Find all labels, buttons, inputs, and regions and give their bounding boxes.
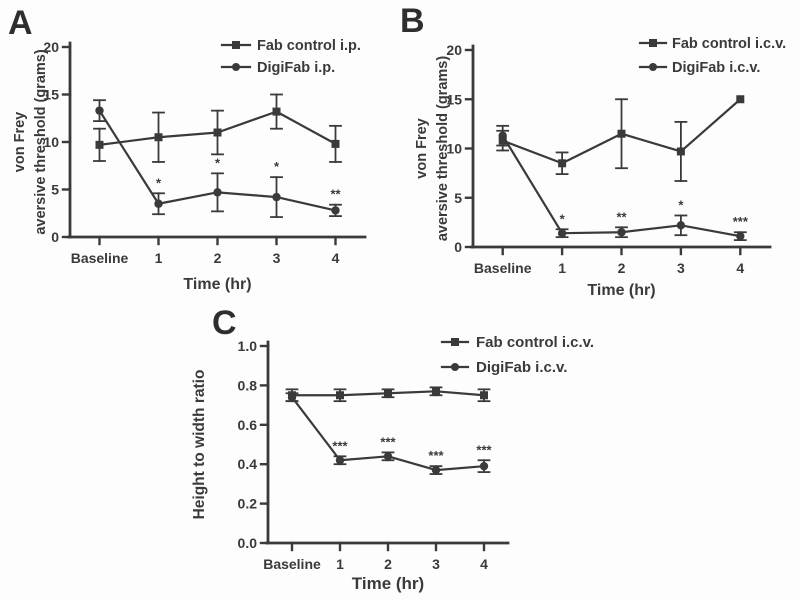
- svg-text:0.4: 0.4: [238, 456, 258, 472]
- svg-text:Time (hr): Time (hr): [183, 276, 251, 293]
- svg-text:20: 20: [446, 42, 462, 58]
- svg-text:***: ***: [332, 438, 348, 453]
- svg-text:0: 0: [454, 239, 462, 255]
- svg-text:3: 3: [677, 260, 685, 276]
- panel-A: A 0 5 10 15 20 Baseline 1 2 3 4 Time (hr) von Frey a…: [0, 0, 398, 300]
- svg-text:*: *: [274, 159, 280, 174]
- svg-text:DigiFab i.p.: DigiFab i.p.: [257, 60, 335, 76]
- svg-text:***: ***: [428, 448, 444, 463]
- svg-text:*: *: [156, 175, 162, 190]
- panel-label-C: C: [212, 304, 237, 342]
- svg-text:Time (hr): Time (hr): [587, 282, 655, 299]
- svg-text:1: 1: [558, 260, 566, 276]
- svg-text:Fab control i.c.v.: Fab control i.c.v.: [672, 36, 786, 52]
- svg-text:Time (hr): Time (hr): [352, 574, 424, 593]
- line-chart-von-frey-ip: 0 5 10 15 20 Baseline 1 2 3 4 Time (hr) von Frey ave…: [12, 38, 367, 293]
- svg-text:***: ***: [380, 434, 396, 449]
- svg-text:1: 1: [336, 556, 344, 572]
- svg-text:**: **: [330, 187, 341, 202]
- svg-text:0.2: 0.2: [238, 496, 258, 512]
- panel-label-B: B: [400, 2, 425, 40]
- svg-text:Height to width ratio: Height to width ratio: [191, 370, 208, 520]
- svg-text:1: 1: [155, 250, 163, 266]
- svg-text:2: 2: [384, 556, 392, 572]
- svg-text:0.6: 0.6: [238, 417, 258, 433]
- svg-text:***: ***: [476, 442, 492, 457]
- panel-B: B 0 5 10 15 20 Baseline 1 2 3 4 Time (hr) von Frey a…: [398, 0, 800, 300]
- svg-text:Baseline: Baseline: [263, 556, 321, 572]
- svg-text:5: 5: [454, 190, 462, 206]
- svg-text:von Frey: von Frey: [12, 112, 28, 172]
- line-chart-height-width-ratio: 0.0 0.2 0.4 0.6 0.8 1.0 Baseline 1 2 3 4 Time (hr) H…: [191, 334, 594, 593]
- svg-text:Baseline: Baseline: [71, 250, 129, 266]
- svg-text:15: 15: [43, 87, 59, 103]
- svg-text:1.0: 1.0: [238, 338, 258, 354]
- svg-text:0.8: 0.8: [238, 377, 258, 393]
- svg-text:3: 3: [432, 556, 440, 572]
- svg-text:10: 10: [446, 141, 462, 157]
- svg-text:2: 2: [214, 250, 222, 266]
- svg-text:10: 10: [43, 134, 59, 150]
- svg-text:aversive threshold (grams): aversive threshold (grams): [435, 56, 451, 242]
- svg-text:von Frey: von Frey: [414, 118, 430, 178]
- svg-text:DigiFab i.c.v.: DigiFab i.c.v.: [672, 60, 760, 76]
- svg-text:4: 4: [332, 250, 340, 266]
- svg-text:15: 15: [446, 91, 462, 107]
- svg-text:0: 0: [51, 229, 59, 245]
- svg-text:***: ***: [733, 214, 749, 229]
- svg-text:4: 4: [480, 556, 488, 572]
- svg-text:aversive threshold (grams): aversive threshold (grams): [33, 49, 49, 235]
- svg-text:DigiFab i.c.v.: DigiFab i.c.v.: [476, 359, 567, 376]
- panel-label-A: A: [8, 4, 33, 42]
- svg-text:5: 5: [51, 182, 59, 198]
- svg-text:4: 4: [736, 260, 744, 276]
- line-chart-von-frey-icv: 0 5 10 15 20 Baseline 1 2 3 4 Time (hr) von Frey ave…: [414, 36, 786, 299]
- svg-text:*: *: [215, 155, 221, 170]
- svg-text:Baseline: Baseline: [474, 260, 532, 276]
- svg-text:0.0: 0.0: [238, 535, 258, 551]
- svg-text:3: 3: [273, 250, 281, 266]
- svg-text:Fab control i.c.v.: Fab control i.c.v.: [476, 334, 594, 351]
- svg-text:**: **: [616, 209, 627, 224]
- svg-text:*: *: [678, 197, 684, 212]
- svg-text:*: *: [560, 211, 566, 226]
- svg-text:Fab control i.p.: Fab control i.p.: [257, 38, 361, 54]
- svg-text:20: 20: [43, 39, 59, 55]
- svg-text:2: 2: [618, 260, 626, 276]
- panel-C: C 0.0 0.2 0.4 0.6 0.8 1.0 Baseline 1 2 3 4 Time (hr…: [168, 300, 640, 600]
